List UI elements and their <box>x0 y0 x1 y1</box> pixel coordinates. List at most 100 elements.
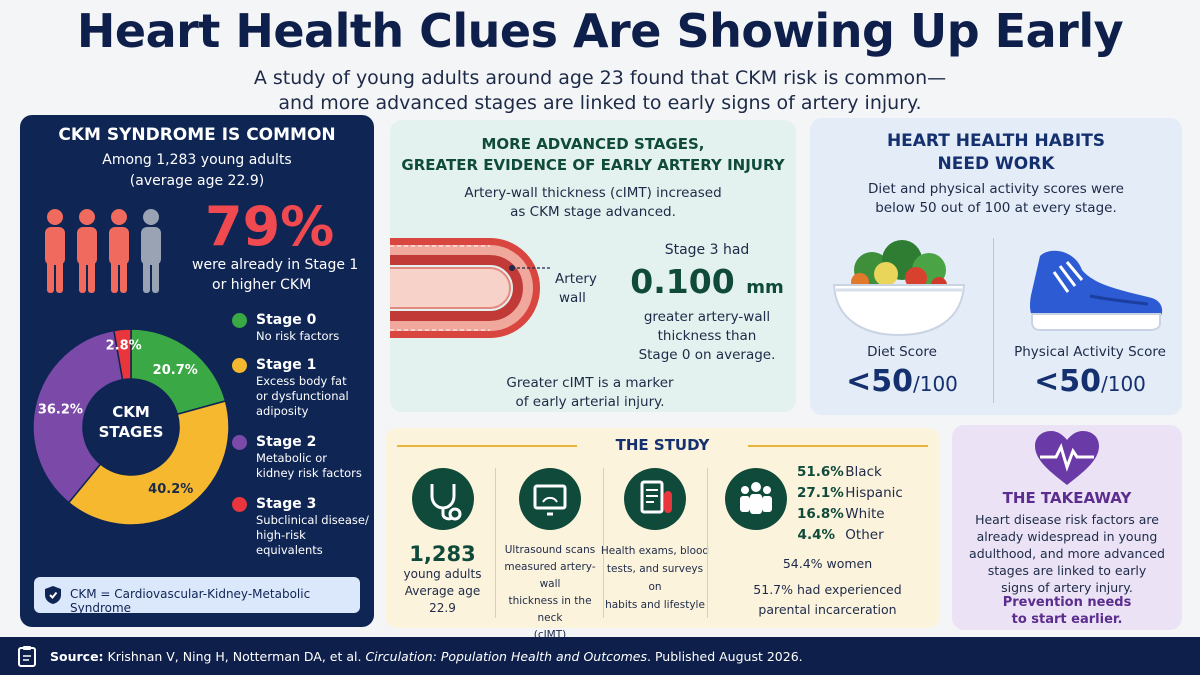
demographic-row: 51.6% Black <box>797 462 903 483</box>
ultrasound-text: Ultrasound scans measured artery-wall th… <box>500 542 600 644</box>
stat-text-line: or higher CKM <box>212 277 312 293</box>
legend-desc: Subclinical disease/ <box>256 513 369 527</box>
donut-slice-label: 40.2% <box>148 482 193 497</box>
activity-score-number: <50 <box>1034 364 1101 399</box>
ckm-definition-note: CKM = Cardiovascular-Kidney-Metabolic Sy… <box>34 577 360 615</box>
clipboard-icon <box>18 646 36 667</box>
exams-line: Health exams, blood <box>600 545 710 557</box>
legend-desc: equivalents <box>256 543 323 557</box>
legend-desc: No risk factors <box>256 329 340 343</box>
demographic-pct: 4.4% <box>797 527 835 543</box>
takeaway-cta-line: to start earlier. <box>1011 612 1123 627</box>
shield-icon <box>45 586 61 604</box>
exams-text: Health exams, blood tests, and surveys o… <box>600 542 710 614</box>
donut-slice-stage-0 <box>130 328 227 416</box>
stage3-unit: mm <box>746 277 784 298</box>
heading-rule <box>397 445 577 447</box>
diet-score-value: <50/100 <box>812 364 992 399</box>
exams-line: habits and lifestyle <box>605 599 705 611</box>
source-published: . Published August 2026. <box>647 649 803 664</box>
legend-desc: high-risk <box>256 528 306 542</box>
stage3-line: Stage 0 on average. <box>638 347 776 363</box>
diet-score: Diet Score <50/100 <box>812 344 992 399</box>
ultrasound-line: measured artery-wall <box>504 561 596 590</box>
artery-sub-line: as CKM stage advanced. <box>510 204 676 220</box>
heartbeat-icon <box>1035 431 1099 485</box>
legend-title: Stage 1 <box>256 357 317 373</box>
habits-heading: HEART HEALTH HABITS NEED WORK <box>810 130 1182 176</box>
page-title: Heart Health Clues Are Showing Up Early <box>76 4 1124 58</box>
stat-text-line: were already in Stage 1 <box>192 257 359 273</box>
legend-title: Stage 2 <box>256 434 317 450</box>
ultrasound-line: Ultrasound scans <box>504 544 596 556</box>
source-journal: Circulation: Population Health and Outco… <box>365 649 648 664</box>
donut-slice-stage-3 <box>112 328 132 381</box>
study-divider <box>495 468 496 618</box>
study-demographics-icon-col <box>725 468 787 530</box>
artery-label-line: Artery <box>555 271 597 287</box>
takeaway-line: already widespread in young <box>976 529 1158 544</box>
ckm-subheading: Among 1,283 young adults (average age 22… <box>20 150 374 192</box>
donut-slice-stage-1 <box>67 400 230 526</box>
demographic-row: 16.8% White <box>797 504 903 525</box>
takeaway-cta: Prevention needs to start earlier. <box>962 594 1172 628</box>
diet-score-max: /100 <box>912 372 958 396</box>
participant-count: 1,283 <box>409 542 476 566</box>
demographic-row: 27.1% Hispanic <box>797 483 903 504</box>
activity-score: Physical Activity Score <50/100 <box>1000 344 1180 399</box>
demographic-label: Black <box>845 464 882 480</box>
stage3-value: 0.100 mm <box>612 262 802 308</box>
sneaker-icon <box>1030 250 1163 331</box>
takeaway-heading: THE TAKEAWAY <box>1002 489 1132 507</box>
legend-desc: Excess body fat <box>256 374 347 388</box>
stat-percent-text: were already in Stage 1 or higher CKM <box>192 255 358 295</box>
source-footer: Source: Krishnan V, Ning H, Notterman DA… <box>0 637 1200 675</box>
donut-slice-label: 2.8% <box>106 338 142 353</box>
artery-illustration <box>390 238 550 338</box>
participant-line: Average age 22.9 <box>404 584 481 615</box>
study-divider <box>603 468 604 618</box>
study-ultrasound: Ultrasound scans measured artery-wall th… <box>500 468 600 644</box>
artery-panel: MORE ADVANCED STAGES, GREATER EVIDENCE O… <box>390 120 796 412</box>
people-icon <box>45 209 161 293</box>
takeaway-panel: THE TAKEAWAY Heart disease risk factors … <box>952 425 1182 630</box>
habits-divider <box>993 238 994 403</box>
legend-desc: Metabolic or <box>256 451 328 465</box>
artery-subheading: Artery-wall thickness (cIMT) increased a… <box>390 184 796 222</box>
activity-score-label: Physical Activity Score <box>1014 344 1166 360</box>
source-authors: Krishnan V, Ning H, Notterman DA, et al. <box>107 649 362 664</box>
takeaway-line: adulthood, and more advanced <box>969 546 1165 561</box>
demographic-label: Hispanic <box>845 485 903 501</box>
stat-percent: 79% <box>205 195 335 258</box>
demographic-pct: 16.8% <box>797 506 844 522</box>
legend-dot <box>232 497 247 512</box>
habits-subheading: Diet and physical activity scores were b… <box>810 180 1182 218</box>
legend-title: Stage 3 <box>256 496 317 512</box>
heading-rule <box>748 445 928 447</box>
subtitle-line: and more advanced stages are linked to e… <box>278 92 922 114</box>
ckm-panel: CKM SYNDROME IS COMMON Among 1,283 young… <box>20 115 374 627</box>
study-heading: THE STUDY <box>615 436 710 454</box>
women-stat: 54.4% women <box>782 556 873 571</box>
artery-foot-line: of early arterial injury. <box>515 394 665 410</box>
habits-panel: HEART HEALTH HABITS NEED WORK Diet and p… <box>810 118 1182 415</box>
legend-desc: kidney risk factors <box>256 466 362 480</box>
ultrasound-monitor-icon <box>519 468 581 530</box>
demographic-label: Other <box>845 527 884 543</box>
stage3-line: thickness than <box>657 328 757 344</box>
ckm-definition-text: CKM = Cardiovascular-Kidney-Metabolic Sy… <box>70 587 311 615</box>
demographic-label: White <box>845 506 885 522</box>
diet-score-number: <50 <box>846 364 913 399</box>
demographic-row: 4.4% Other <box>797 525 903 546</box>
legend-item-stage-2: Stage 2 Metabolic or kidney risk factors <box>232 433 372 481</box>
artery-label-line: wall <box>559 290 586 306</box>
artery-heading-line: MORE ADVANCED STAGES, <box>481 135 705 153</box>
takeaway-line: Heart disease risk factors are <box>975 512 1159 527</box>
legend-dot <box>232 435 247 450</box>
legend-item-stage-0: Stage 0 No risk factors <box>232 311 372 344</box>
donut-center-label: CKM <box>112 403 150 421</box>
habits-sub-line: Diet and physical activity scores were <box>868 181 1124 197</box>
activity-score-max: /100 <box>1100 372 1146 396</box>
takeaway-line: stages are linked to early <box>987 563 1147 578</box>
donut-slice-stage-2 <box>32 329 124 504</box>
